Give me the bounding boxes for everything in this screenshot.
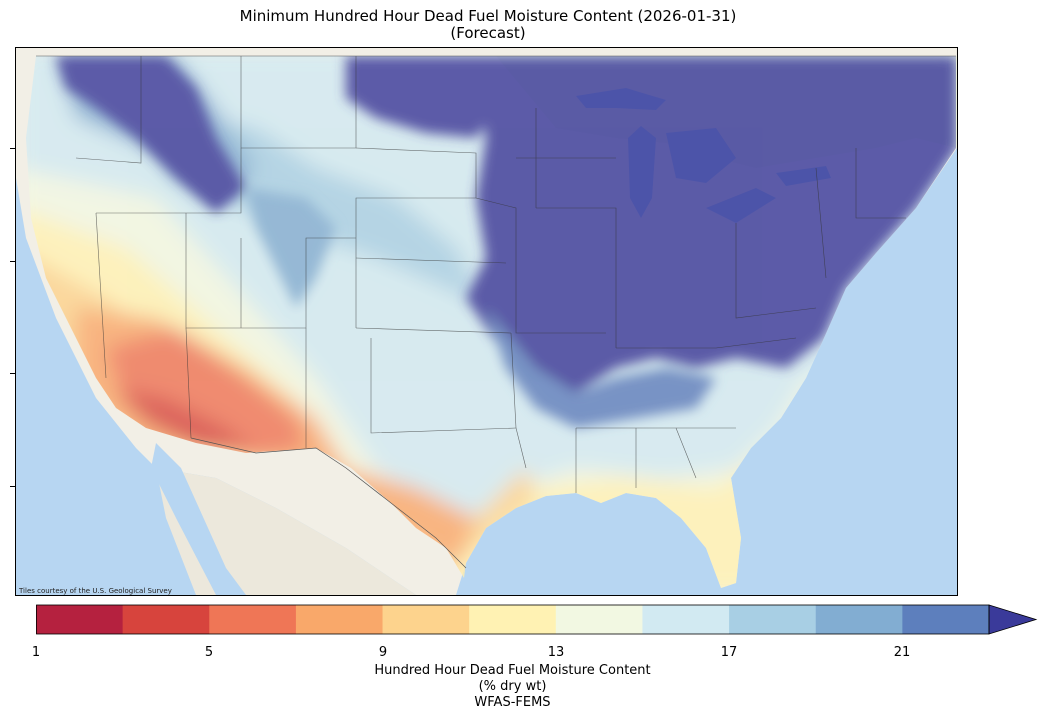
colorbar-bin — [902, 605, 990, 634]
colorbar-extend-arrow — [988, 604, 1038, 635]
colorbar-tick-label: 13 — [547, 645, 565, 660]
colorbar — [36, 604, 1038, 635]
colorbar-bin — [122, 605, 210, 634]
map-title: Minimum Hundred Hour Dead Fuel Moisture … — [239, 7, 737, 25]
y-axis-tick — [10, 486, 15, 487]
colorbar-tick-label: 9 — [378, 645, 388, 660]
gulf-of-california — [151, 443, 246, 595]
colorbar-bin — [36, 605, 124, 634]
colorbar-tick-label: 5 — [204, 645, 214, 660]
mexico-border — [190, 437, 467, 569]
colorbar-tick-label: 17 — [720, 645, 738, 660]
colorbar-bin — [209, 605, 297, 634]
colorbar-source: WFAS-FEMS — [474, 695, 551, 710]
fuel-moisture-map[interactable] — [15, 47, 958, 596]
map-subtitle: (Forecast) — [450, 24, 526, 42]
state-borders — [75, 56, 906, 493]
colorbar-bin — [729, 605, 817, 634]
colorbar-bin — [642, 605, 730, 634]
colorbar-bin — [295, 605, 384, 634]
colorbar-bin — [469, 605, 557, 634]
y-axis-tick — [10, 373, 15, 374]
y-axis-tick — [10, 148, 15, 149]
colorbar-tick-label: 21 — [893, 645, 911, 660]
attribution-text: Tiles courtesy of the U.S. Geological Su… — [19, 587, 172, 595]
colorbar-bin — [382, 605, 470, 634]
colorbar-label: Hundred Hour Dead Fuel Moisture Content — [374, 663, 651, 678]
colorbar-outline — [36, 604, 990, 635]
colorbar-units: (% dry wt) — [478, 679, 547, 694]
colorbar-tick-label: 1 — [31, 645, 41, 660]
colorbar-bin — [815, 605, 903, 634]
y-axis-tick — [10, 261, 15, 262]
colorbar-bin — [555, 605, 643, 634]
